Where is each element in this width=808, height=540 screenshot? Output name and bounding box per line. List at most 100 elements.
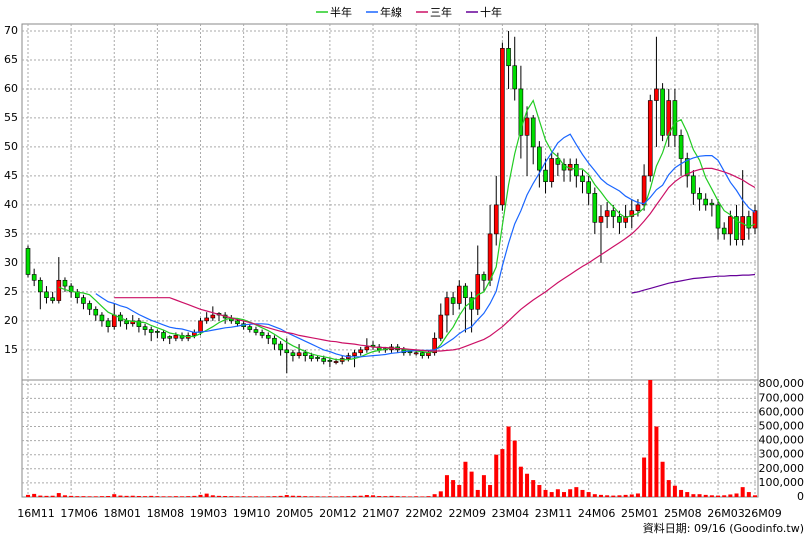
candle-body	[629, 210, 635, 217]
x-tick-label: 23M11	[535, 507, 573, 520]
volume-bar	[235, 496, 240, 497]
volume-bar	[315, 496, 320, 497]
volume-bar	[697, 494, 702, 497]
candle-body	[691, 175, 696, 194]
volume-bar	[229, 496, 234, 497]
candle-body	[660, 88, 665, 136]
volume-bar	[44, 495, 49, 497]
candle-body	[284, 349, 290, 354]
candle-body	[561, 164, 567, 171]
x-tick-label: 21M07	[362, 507, 400, 520]
volume-bar	[32, 493, 37, 497]
volume-bar	[260, 496, 265, 497]
volume-bar	[457, 485, 462, 497]
volume-bar	[284, 495, 289, 497]
candle-body	[500, 48, 505, 206]
x-tick-label: 25M08	[664, 507, 702, 520]
volume-bar	[266, 496, 271, 497]
candle-body	[247, 326, 253, 330]
volume-bar	[648, 380, 653, 497]
volume-bar	[500, 449, 505, 497]
volume-bar	[395, 496, 400, 497]
volume-bar	[364, 495, 369, 497]
volume-bar	[716, 495, 721, 497]
candle-body	[444, 297, 450, 316]
volume-bar	[143, 496, 148, 497]
volume-bar	[494, 454, 499, 497]
x-tick-label: 22M09	[449, 507, 487, 520]
candle-body	[136, 320, 142, 327]
volume-bar	[709, 495, 714, 497]
volume-bar	[543, 489, 548, 497]
candle-body	[574, 164, 579, 177]
volume-bar	[451, 480, 456, 497]
legend-label: 半年	[330, 5, 352, 19]
volume-bar	[69, 495, 74, 497]
candle-body	[697, 193, 702, 200]
x-tick-label: 26M09	[744, 507, 782, 520]
volume-bar	[562, 492, 567, 497]
candle-body	[549, 158, 554, 183]
volume-bar	[26, 494, 30, 497]
volume-bar	[186, 496, 191, 497]
volume-bar	[605, 495, 610, 497]
volume-bar	[672, 485, 677, 497]
volume-bar	[241, 496, 246, 497]
candle-body	[604, 210, 610, 217]
volume-bar	[506, 426, 511, 497]
volume-bar	[340, 496, 345, 497]
volume-bar	[173, 496, 178, 497]
legend-label: 十年	[480, 5, 502, 19]
y2-tick-label: 400,000	[759, 434, 805, 447]
candle-body	[555, 158, 561, 165]
candle-body	[592, 193, 598, 223]
candle-body	[524, 117, 530, 136]
candle-body	[352, 352, 357, 356]
candle-body	[666, 100, 672, 136]
volume-bar	[703, 494, 708, 497]
volume-bar	[481, 475, 486, 497]
y2-tick-label: 200,000	[759, 462, 805, 475]
candle-body	[302, 352, 308, 356]
candle-body	[709, 202, 715, 206]
volume-bar	[180, 496, 185, 497]
candle-body	[740, 216, 745, 240]
volume-bar	[654, 426, 659, 497]
candle-body	[38, 279, 43, 293]
volume-bar	[149, 495, 154, 497]
volume-bar	[555, 489, 560, 497]
volume-bar	[155, 496, 160, 497]
volume-bar	[420, 496, 425, 497]
volume-bar	[475, 489, 480, 497]
ma-line	[631, 273, 756, 294]
ma-line	[114, 167, 756, 352]
volume-bar	[309, 496, 314, 497]
x-tick-label: 20M05	[276, 507, 314, 520]
x-tick-label: 17M06	[60, 507, 98, 520]
volume-bar	[679, 489, 684, 497]
candle-body	[481, 274, 487, 281]
x-tick-label: 18M01	[104, 507, 142, 520]
candle-body	[105, 320, 111, 327]
candle-body	[62, 279, 68, 287]
x-tick-label: 19M03	[190, 507, 228, 520]
candle-body	[407, 351, 413, 354]
volume-bar	[253, 496, 258, 497]
candle-body	[290, 352, 296, 356]
candle-body	[678, 135, 684, 159]
y-tick-label: 65	[4, 53, 18, 66]
candle-body	[450, 297, 456, 304]
candle-body	[506, 48, 511, 67]
volume-bar	[272, 496, 277, 497]
x-tick-label: 22M02	[405, 507, 443, 520]
volume-bar	[537, 485, 542, 497]
candle-body	[259, 332, 265, 336]
x-tick-label: 16M11	[17, 507, 55, 520]
volume-bar	[580, 489, 585, 497]
y-tick-label: 45	[4, 169, 18, 182]
candle-body	[635, 204, 641, 211]
volume-bar	[414, 496, 419, 497]
volume-bar	[401, 496, 406, 497]
candle-body	[487, 233, 493, 281]
